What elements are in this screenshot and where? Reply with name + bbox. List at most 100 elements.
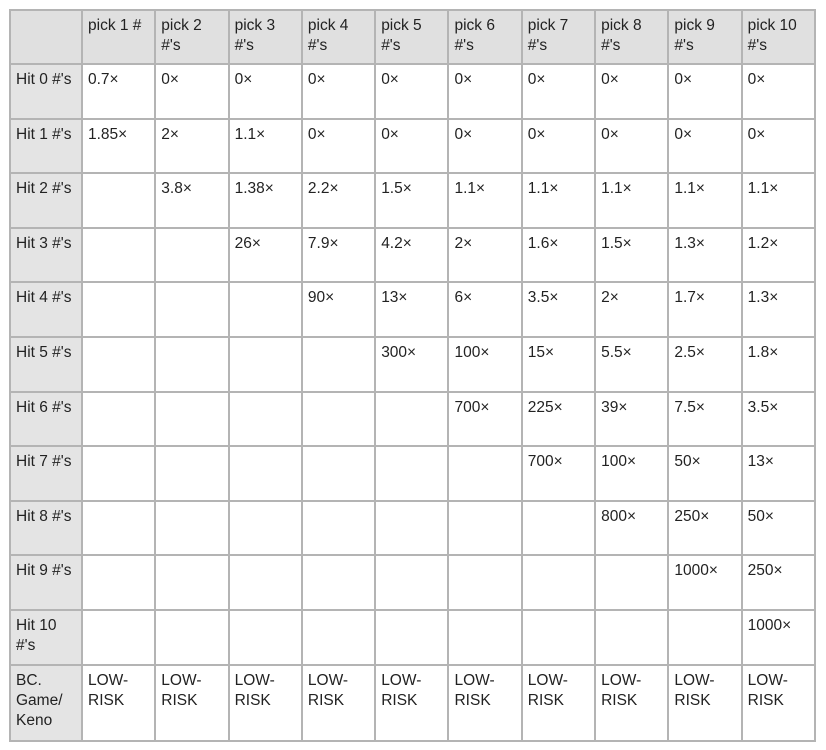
column-header: pick 3 #'s [227,9,303,65]
table-cell [447,499,523,557]
table-cell [227,390,303,448]
table-cell [300,390,377,448]
table-cell: 1.1× [447,172,523,229]
table-cell: 0× [667,117,743,175]
row-header: Hit 6 #'s [9,390,83,448]
table-row: Hit 4 #'s 90× 13× 6× 3.5× 2× 1.7× 1.3× [9,281,817,338]
table-cell: 0× [520,117,597,175]
table-cell: 800× [594,499,670,557]
table-cell: 2.2× [300,172,377,229]
table-cell [227,281,303,338]
table-cell: LOW-RISK [667,663,743,742]
column-header: pick 1 # [80,9,157,65]
table-cell: 1.1× [594,172,670,229]
row-header: Hit 8 #'s [9,499,83,557]
table-cell: 1.2× [740,226,817,284]
column-header: pick 4 #'s [300,9,377,65]
table-cell [227,445,303,502]
table-row: Hit 6 #'s 700× 225× 39× 7.5× 3.5× [9,390,817,448]
table-cell [154,281,230,338]
table-cell [154,335,230,393]
table-cell: 1000× [667,554,743,611]
table-cell [374,499,450,557]
table-cell [447,554,523,611]
row-header: Hit 5 #'s [9,335,83,393]
table-cell: 0× [740,63,817,120]
table-cell: 0× [447,63,523,120]
table-cell: 1.5× [374,172,450,229]
table-cell: 0× [447,117,523,175]
table-cell [300,499,377,557]
keno-payout-table: pick 1 # pick 2 #'s pick 3 #'s pick 4 #'s pi… [9,9,817,742]
table-cell [594,608,670,666]
table-cell: 4.2× [374,226,450,284]
table-cell [154,445,230,502]
table-cell: 2× [594,281,670,338]
row-header: Hit 4 #'s [9,281,83,338]
corner-header [9,9,83,65]
table-row: Hit 8 #'s 800× 250× 50× [9,499,817,557]
table-cell: 0× [594,63,670,120]
table-cell: LOW-RISK [520,663,597,742]
table-cell: 6× [447,281,523,338]
table-cell: 3.5× [740,390,817,448]
table-cell: LOW-RISK [447,663,523,742]
table-cell: 300× [374,335,450,393]
table-cell [374,390,450,448]
table-cell: 0× [227,63,303,120]
table-cell: 0× [594,117,670,175]
table-cell: 700× [447,390,523,448]
table-cell [594,554,670,611]
table-cell: 250× [740,554,817,611]
table-cell: 2× [447,226,523,284]
table-cell: 7.9× [300,226,377,284]
table-cell: LOW-RISK [300,663,377,742]
table-cell [80,335,157,393]
row-header: BC. Game/ Keno [9,663,83,742]
table-cell: LOW-RISK [740,663,817,742]
table-cell [227,499,303,557]
table-cell [80,445,157,502]
table-cell: 50× [667,445,743,502]
table-cell: 0× [154,63,230,120]
table-cell: 0× [740,117,817,175]
table-row: BC. Game/ Keno LOW-RISK LOW-RISK LOW-RISK LO… [9,663,817,742]
table-cell [374,554,450,611]
header-row: pick 1 # pick 2 #'s pick 3 #'s pick 4 #'s pi… [9,9,817,65]
row-header: Hit 1 #'s [9,117,83,175]
table-cell: LOW-RISK [154,663,230,742]
table-cell: 0× [300,63,377,120]
table-cell [154,499,230,557]
row-header: Hit 0 #'s [9,63,83,120]
table-cell: 100× [594,445,670,502]
table-cell: 1.1× [227,117,303,175]
table-cell [154,390,230,448]
table-row: Hit 7 #'s 700× 100× 50× 13× [9,445,817,502]
table-cell [80,554,157,611]
table-cell: 3.5× [520,281,597,338]
table-cell: 1.1× [520,172,597,229]
table-cell: LOW-RISK [594,663,670,742]
table-cell: 1.3× [740,281,817,338]
table-cell: 1.1× [740,172,817,229]
table-cell: 13× [740,445,817,502]
row-header: Hit 9 #'s [9,554,83,611]
table-cell: 1.3× [667,226,743,284]
table-cell: 2× [154,117,230,175]
table-cell [300,445,377,502]
table-cell: LOW-RISK [80,663,157,742]
table-cell: 250× [667,499,743,557]
table-cell [80,281,157,338]
table-row: Hit 3 #'s 26× 7.9× 4.2× 2× 1.6× 1.5× 1.3× 1.2× [9,226,817,284]
table-cell [300,335,377,393]
table-cell: 0× [374,117,450,175]
table-body: Hit 0 #'s 0.7× 0× 0× 0× 0× 0× 0× 0× 0× 0× Hit 1 #'s… [9,63,817,742]
table-cell: 50× [740,499,817,557]
table-cell [154,608,230,666]
table-cell: 26× [227,226,303,284]
row-header: Hit 7 #'s [9,445,83,502]
table-cell [80,499,157,557]
row-header: Hit 10 #'s [9,608,83,666]
table-cell: LOW-RISK [227,663,303,742]
table-cell: 1.8× [740,335,817,393]
